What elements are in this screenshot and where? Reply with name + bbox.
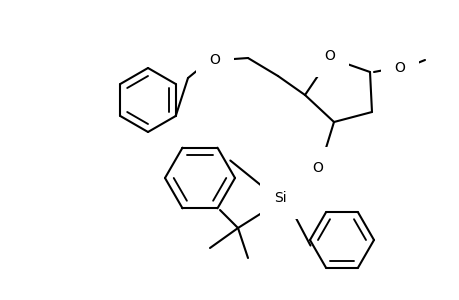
Text: O: O: [324, 49, 335, 63]
Text: O: O: [312, 161, 323, 175]
Text: O: O: [209, 53, 220, 67]
Text: O: O: [394, 61, 404, 75]
Text: Si: Si: [273, 191, 285, 205]
